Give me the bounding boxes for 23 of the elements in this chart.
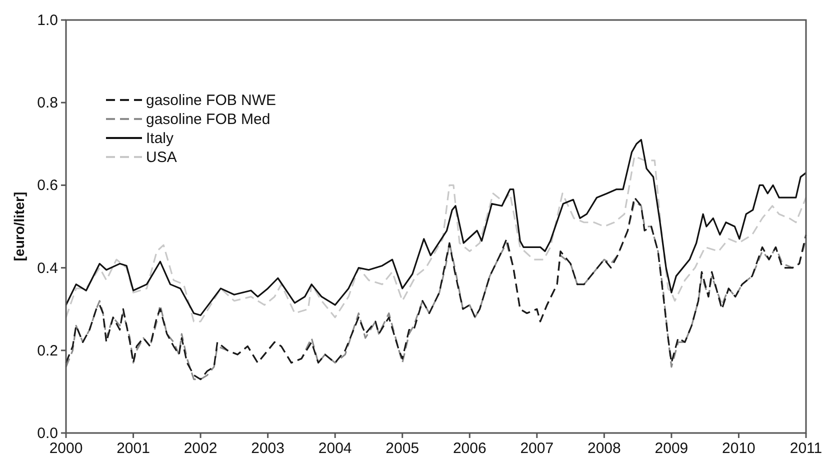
y-tick-label: 0.6 — [37, 177, 58, 194]
x-tick-label: 2007 — [520, 440, 554, 457]
y-axis-title: [euro/liter] — [11, 192, 27, 262]
legend-label: USA — [146, 149, 177, 166]
y-tick-label: 1.0 — [37, 12, 58, 29]
x-tick-label: 2003 — [251, 440, 285, 457]
x-tick-label: 2004 — [318, 440, 352, 457]
x-tick-label: 2009 — [654, 440, 688, 457]
x-tick-label: 2001 — [116, 440, 150, 457]
x-tick-label: 2000 — [49, 440, 83, 457]
legend-label: gasoline FOB NWE — [146, 92, 276, 109]
legend-label: gasoline FOB Med — [146, 111, 270, 128]
y-tick-label: 0.0 — [37, 425, 58, 442]
x-tick-label: 2010 — [722, 440, 756, 457]
x-tick-label: 2005 — [386, 440, 420, 457]
y-tick-label: 0.2 — [37, 342, 58, 360]
x-tick-label: 2008 — [587, 440, 621, 457]
legend-label: Italy — [146, 130, 174, 147]
x-tick-label: 2011 — [790, 440, 822, 457]
y-tick-label: 0.4 — [37, 260, 58, 277]
x-tick-label: 2002 — [184, 440, 218, 457]
y-tick-label: 0.8 — [37, 94, 58, 112]
x-tick-label: 2006 — [452, 440, 486, 457]
